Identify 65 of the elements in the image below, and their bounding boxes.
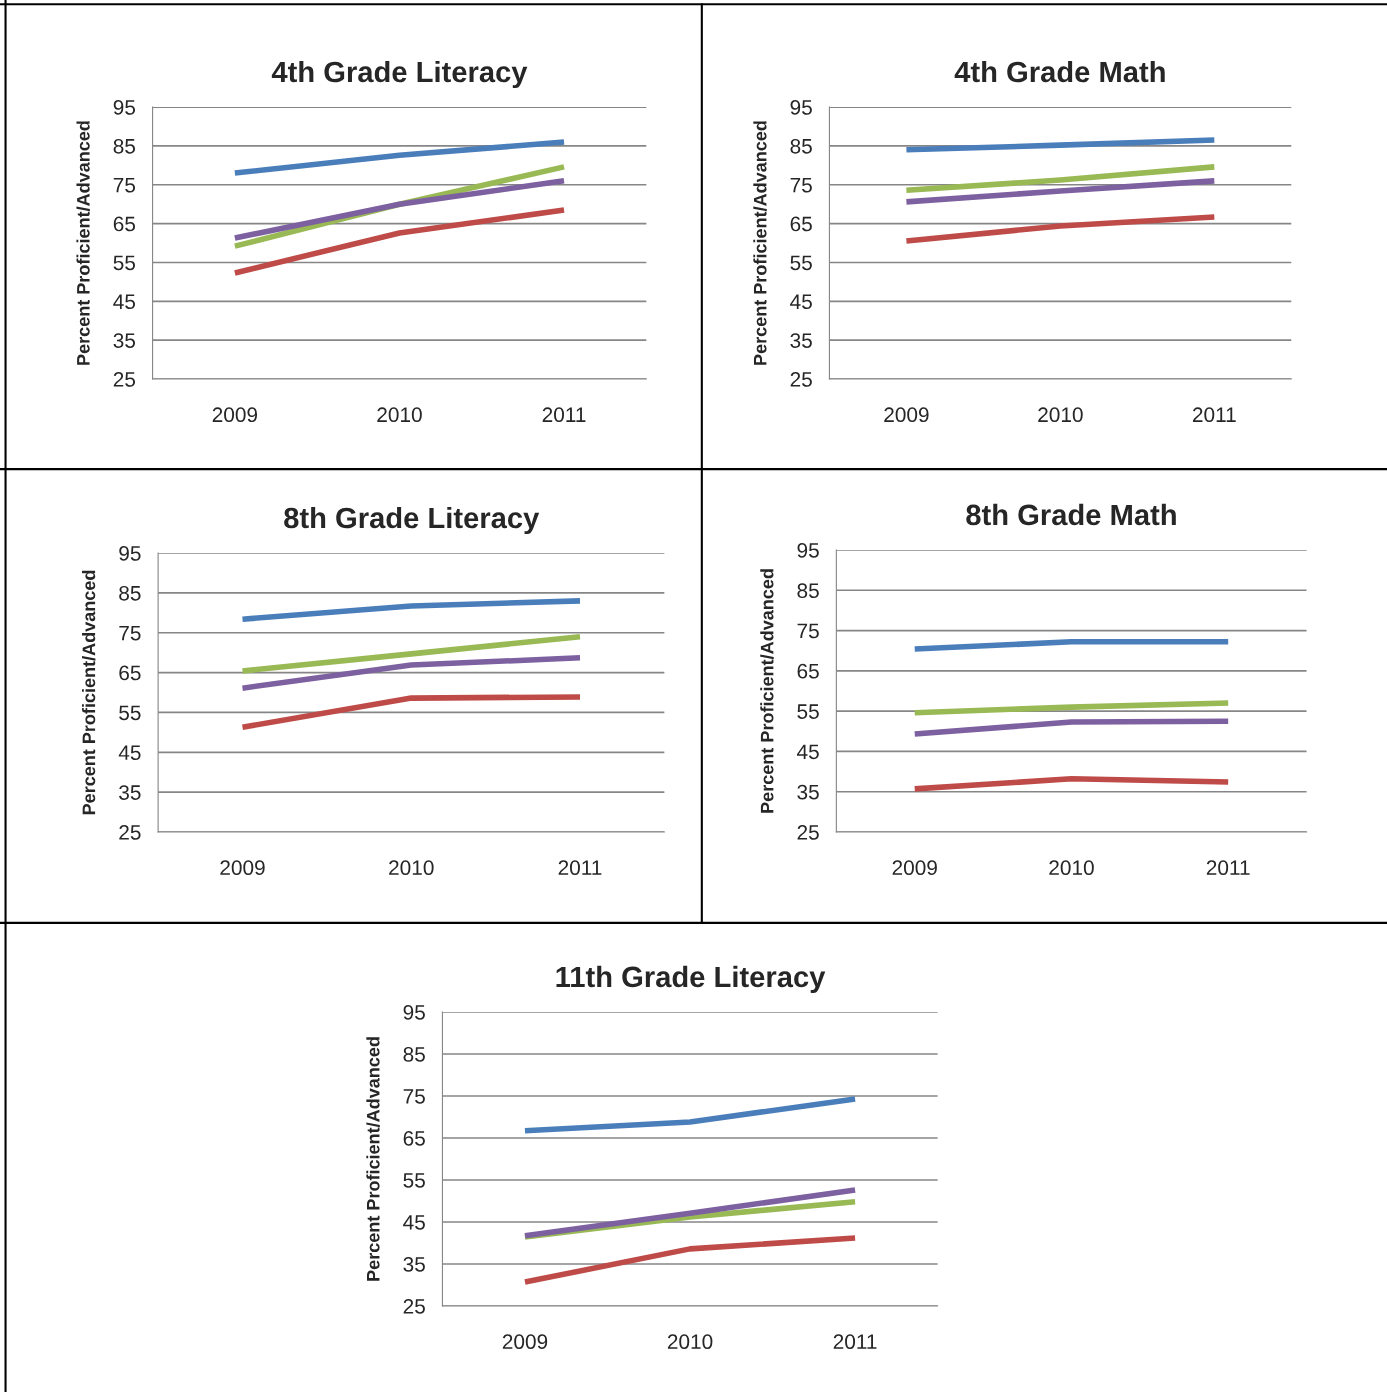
chart-title: 4th Grade Math [954,60,1165,83]
x-tick-label: 2009 [212,407,258,423]
x-tick-label: 2010 [667,1334,713,1350]
y-tick-label: 45 [797,744,819,760]
y-tick-label: 25 [797,825,819,840]
y-tick-label: 75 [403,1089,425,1104]
x-tick-label: 2010 [377,407,422,423]
y-tick-label: 25 [790,372,812,387]
x-tick-label: 2011 [1192,407,1236,423]
y-axis-title: Percent Proficient/Advanced [366,1037,380,1281]
chart-title: 4th Grade Literacy [271,60,528,89]
y-tick-label: 95 [119,546,141,561]
y-tick-label: 35 [790,333,812,348]
x-tick-label: 2010 [1038,407,1083,423]
y-tick-label: 35 [403,1256,425,1272]
x-tick-label: 2011 [1206,860,1250,876]
x-tick-label: 2009 [892,860,937,876]
y-tick-label: 45 [790,294,812,310]
chart-title: 8th Grade Literacy [284,506,540,535]
x-tick-label: 2009 [220,860,265,876]
y-tick-label: 85 [403,1046,425,1062]
y-tick-label: 95 [403,1004,425,1020]
y-tick-label: 65 [403,1130,425,1146]
y-tick-label: 85 [113,138,136,154]
y-tick-label: 75 [797,623,819,639]
chart-title: 11th Grade Literacy [556,965,826,994]
y-tick-label: 65 [119,665,141,681]
y-tick-label: 55 [119,705,141,721]
y-axis-title: Percent Proficient/Advanced [76,121,90,365]
y-tick-label: 65 [113,216,136,232]
y-tick-label: 55 [403,1173,425,1188]
y-tick-label: 45 [403,1215,425,1230]
y-tick-label: 85 [119,585,141,601]
y-tick-label: 35 [113,333,136,348]
y-tick-label: 65 [797,663,819,679]
y-tick-label: 25 [403,1298,425,1314]
x-tick-label: 2009 [884,407,929,423]
y-tick-label: 65 [790,216,812,232]
y-tick-label: 95 [113,100,136,115]
y-tick-label: 25 [113,372,136,387]
y-tick-label: 35 [119,785,141,800]
x-tick-label: 2010 [1049,860,1094,876]
y-tick-label: 75 [113,177,136,193]
y-tick-label: 95 [790,100,812,115]
y-axis-title: Percent Proficient/Advanced [760,569,774,813]
y-tick-label: 35 [797,784,819,800]
x-tick-label: 2011 [542,407,586,423]
y-tick-label: 55 [113,255,136,271]
y-tick-label: 25 [119,825,141,840]
y-tick-label: 85 [790,138,812,154]
y-tick-label: 95 [797,542,819,558]
x-tick-label: 2011 [558,860,602,876]
y-tick-label: 75 [790,177,812,193]
y-tick-label: 85 [797,583,819,599]
x-tick-label: 2011 [833,1334,877,1350]
y-tick-label: 55 [797,704,819,719]
y-tick-label: 45 [118,745,141,761]
x-tick-label: 2009 [502,1334,548,1350]
y-tick-label: 45 [113,294,136,310]
x-tick-label: 2010 [389,860,434,876]
y-axis-title: Percent Proficient/Advanced [753,121,767,365]
chart-title: 8th Grade Math [966,503,1176,526]
y-tick-label: 75 [119,625,141,641]
y-tick-label: 55 [790,255,812,271]
y-axis-title: Percent Proficient/Advanced [82,570,96,815]
